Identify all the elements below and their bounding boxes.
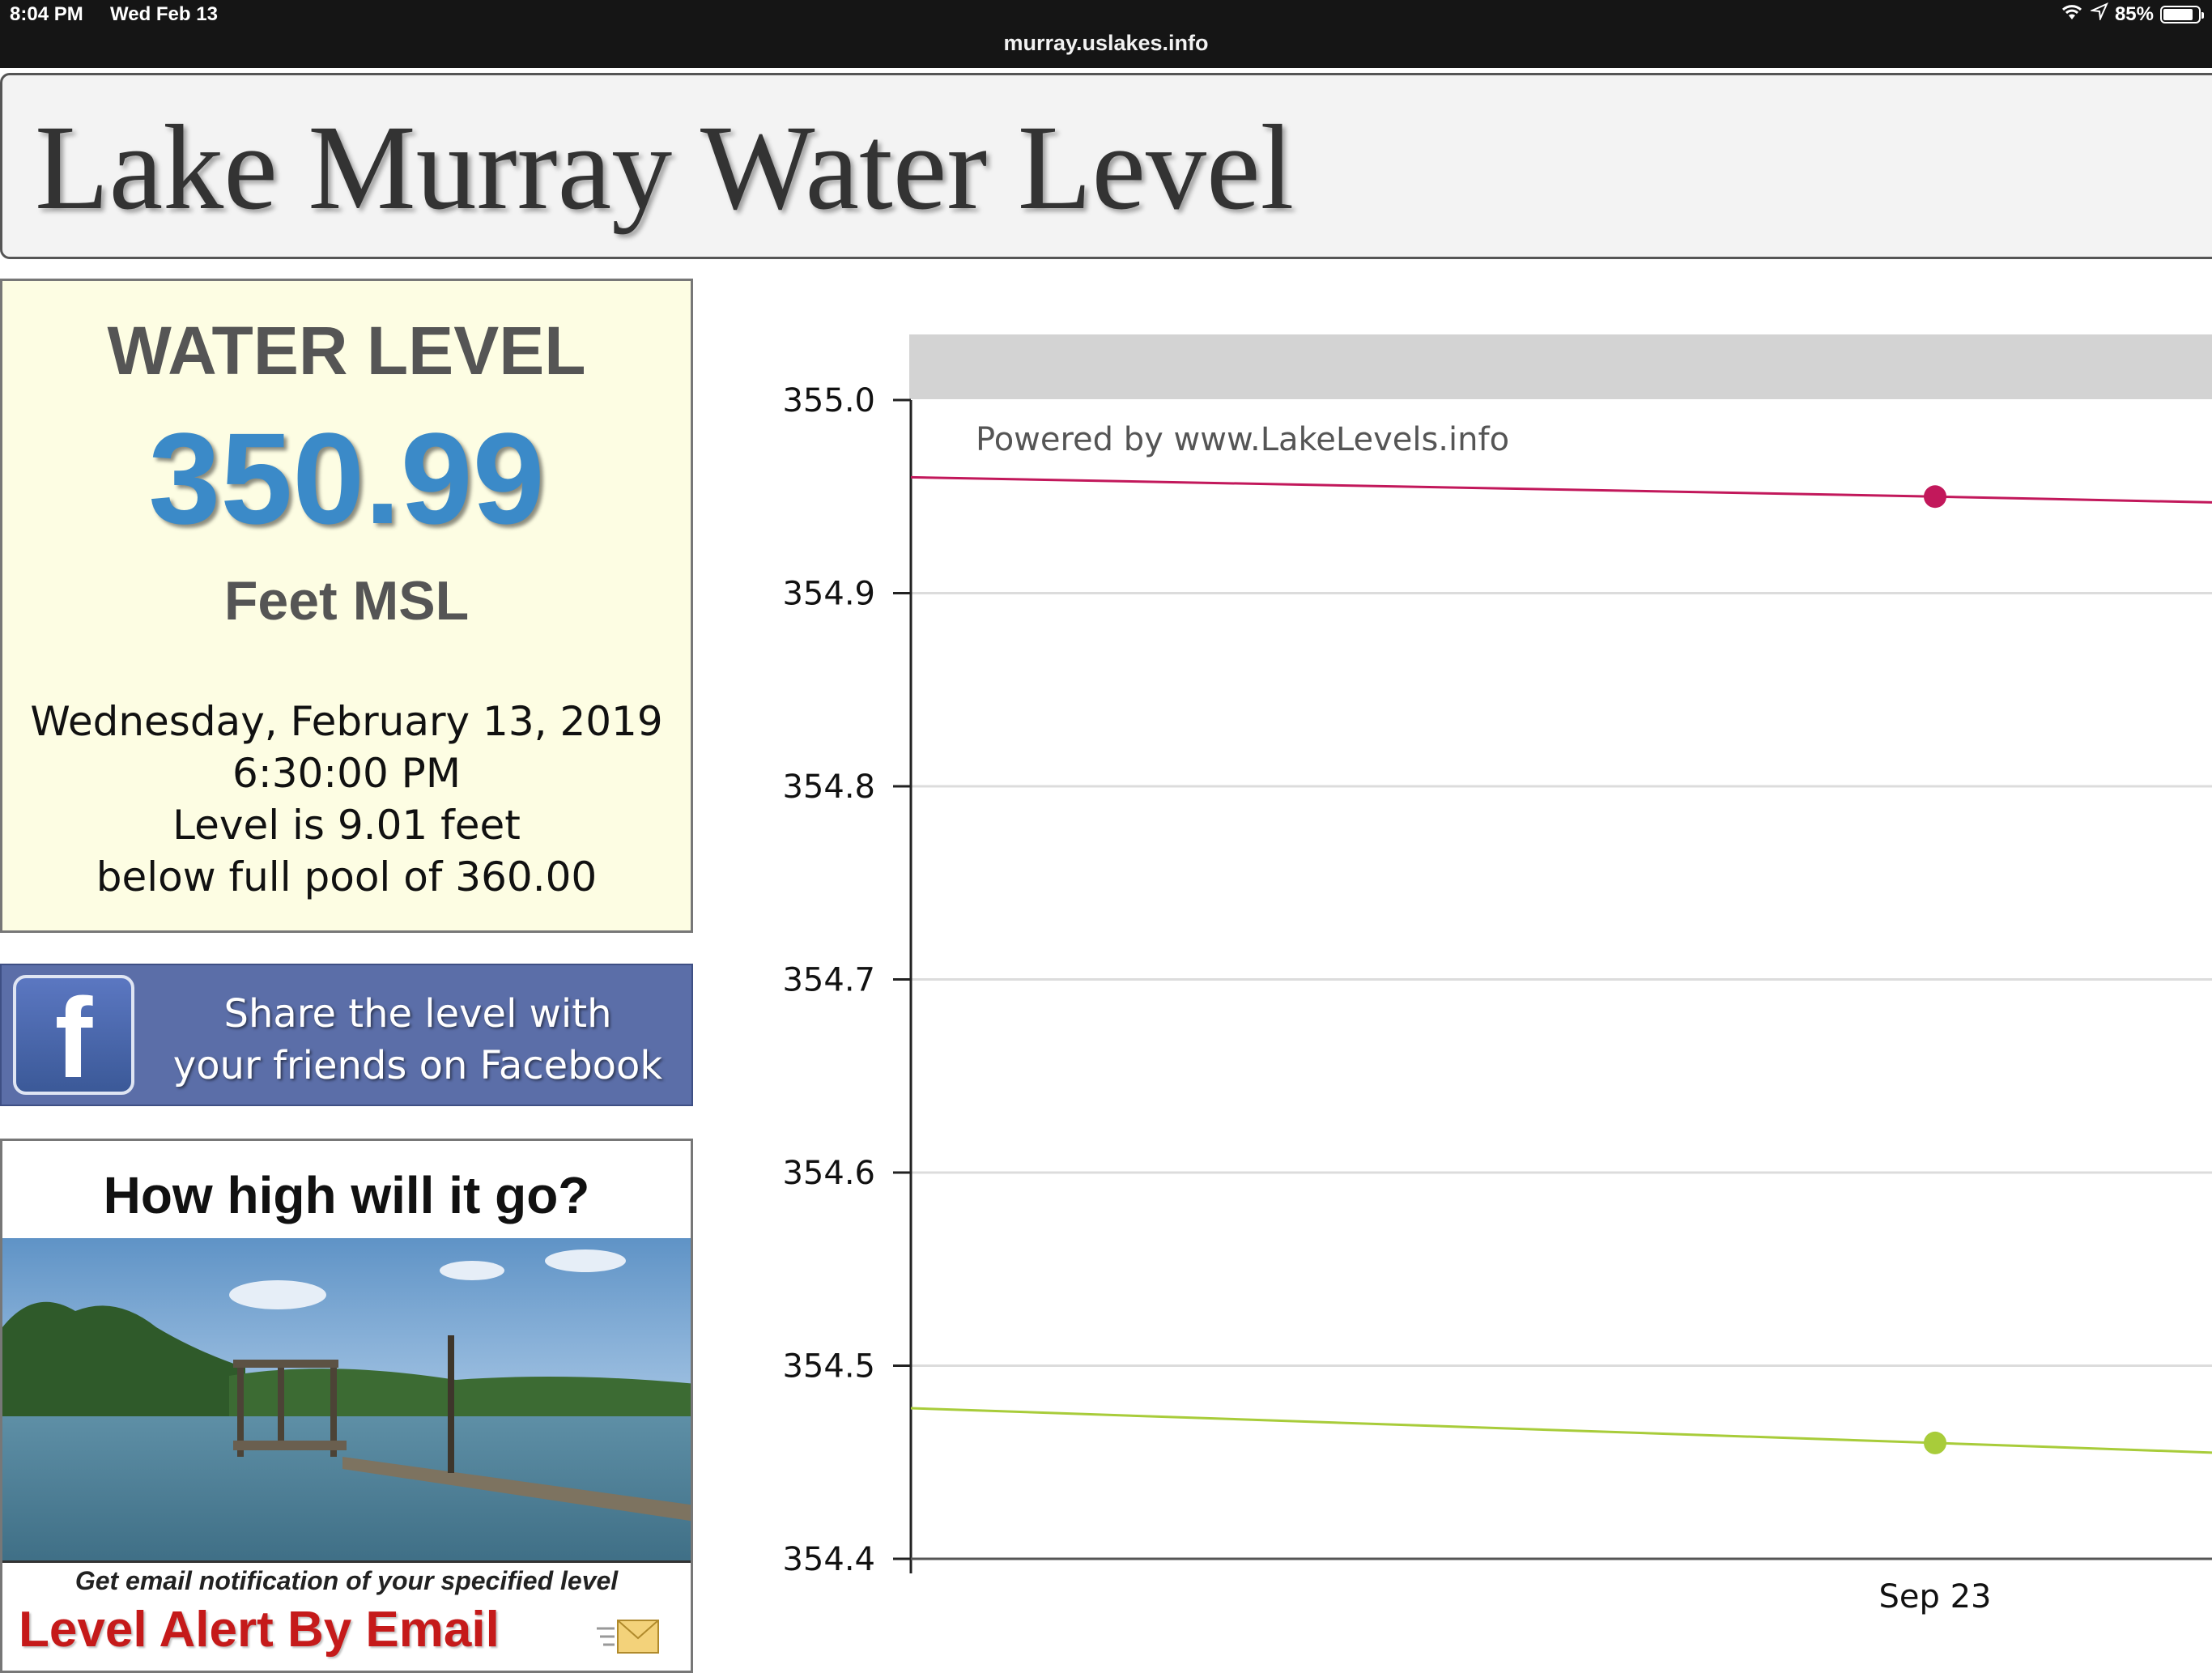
y-tick-label: 354.9 bbox=[782, 576, 875, 613]
chart-canvas: 355.0 354.9 354.8 354.7 354.6 354.5 354.4 Power… bbox=[782, 334, 2212, 1616]
y-tick-label: 354.4 bbox=[782, 1541, 875, 1578]
facebook-share-banner[interactable]: f Share the level with your friends on F… bbox=[0, 964, 693, 1106]
y-tick-label: 354.5 bbox=[782, 1348, 875, 1386]
facebook-icon: f bbox=[13, 975, 134, 1095]
page-header: Lake Murray Water Level bbox=[0, 73, 2212, 259]
water-level-unit: Feet MSL bbox=[223, 570, 470, 632]
facebook-share-line2: your friends on Facebook bbox=[172, 1043, 663, 1088]
envelope-icon bbox=[597, 1616, 661, 1658]
water-level-heading: WATER LEVEL bbox=[107, 313, 586, 389]
y-tick-label: 354.6 bbox=[782, 1155, 875, 1192]
facebook-share-text: Share the level with your friends on Fac… bbox=[155, 988, 680, 1092]
series-line-1 bbox=[910, 475, 2212, 504]
series-point-2[interactable] bbox=[1924, 1431, 1946, 1454]
page-title: Lake Murray Water Level bbox=[35, 100, 1295, 235]
wifi-icon bbox=[2060, 2, 2084, 27]
chart-watermark: Powered by www.LakeLevels.info bbox=[976, 421, 1509, 458]
x-tick-label: Sep 23 bbox=[1878, 1578, 1991, 1616]
y-tick-label: 354.8 bbox=[782, 768, 875, 806]
email-alert-ad[interactable]: How high will it go? bbox=[0, 1139, 693, 1673]
ad-title: How high will it go? bbox=[103, 1166, 590, 1224]
battery-fill bbox=[2163, 8, 2193, 20]
y-tick-label: 354.7 bbox=[782, 962, 875, 999]
reading-time: 6:30:00 PM bbox=[232, 750, 461, 797]
water-level-value: 350.99 bbox=[148, 406, 545, 551]
chart-header-band bbox=[909, 334, 2212, 399]
battery-percent: 85% bbox=[2114, 2, 2154, 25]
water-level-details: Wednesday, February 13, 2019 6:30:00 PM … bbox=[2, 696, 691, 903]
series-line-2 bbox=[910, 1407, 2212, 1454]
battery-icon bbox=[2160, 5, 2204, 23]
status-date: Wed Feb 13 bbox=[110, 3, 218, 25]
full-pool-note: below full pool of 360.00 bbox=[96, 854, 598, 900]
status-indicators: 85% bbox=[2060, 2, 2204, 27]
water-level-chart: 355.0 354.9 354.8 354.7 354.6 354.5 354.4 Power… bbox=[729, 308, 2212, 1658]
location-arrow-icon bbox=[2089, 2, 2108, 26]
water-level-panel: WATER LEVEL 350.99 Feet MSL Wednesday, F… bbox=[0, 279, 693, 933]
level-alert-link[interactable]: Level Alert By Email bbox=[19, 1602, 500, 1658]
facebook-share-line1: Share the level with bbox=[223, 991, 612, 1037]
series-point-1[interactable] bbox=[1924, 485, 1946, 509]
lake-dock-photo bbox=[2, 1238, 691, 1562]
ad-note: Get email notification of your specified… bbox=[2, 1560, 691, 1596]
y-tick-label: 355.0 bbox=[782, 382, 875, 419]
address-bar[interactable]: murray.uslakes.info bbox=[1003, 31, 1209, 55]
browser-top-bar: 8:04 PM Wed Feb 13 85% murray.uslakes.in… bbox=[0, 0, 2212, 68]
level-difference: Level is 9.01 feet bbox=[172, 802, 521, 849]
status-time: 8:04 PM bbox=[10, 3, 83, 25]
reading-date: Wednesday, February 13, 2019 bbox=[30, 698, 663, 745]
